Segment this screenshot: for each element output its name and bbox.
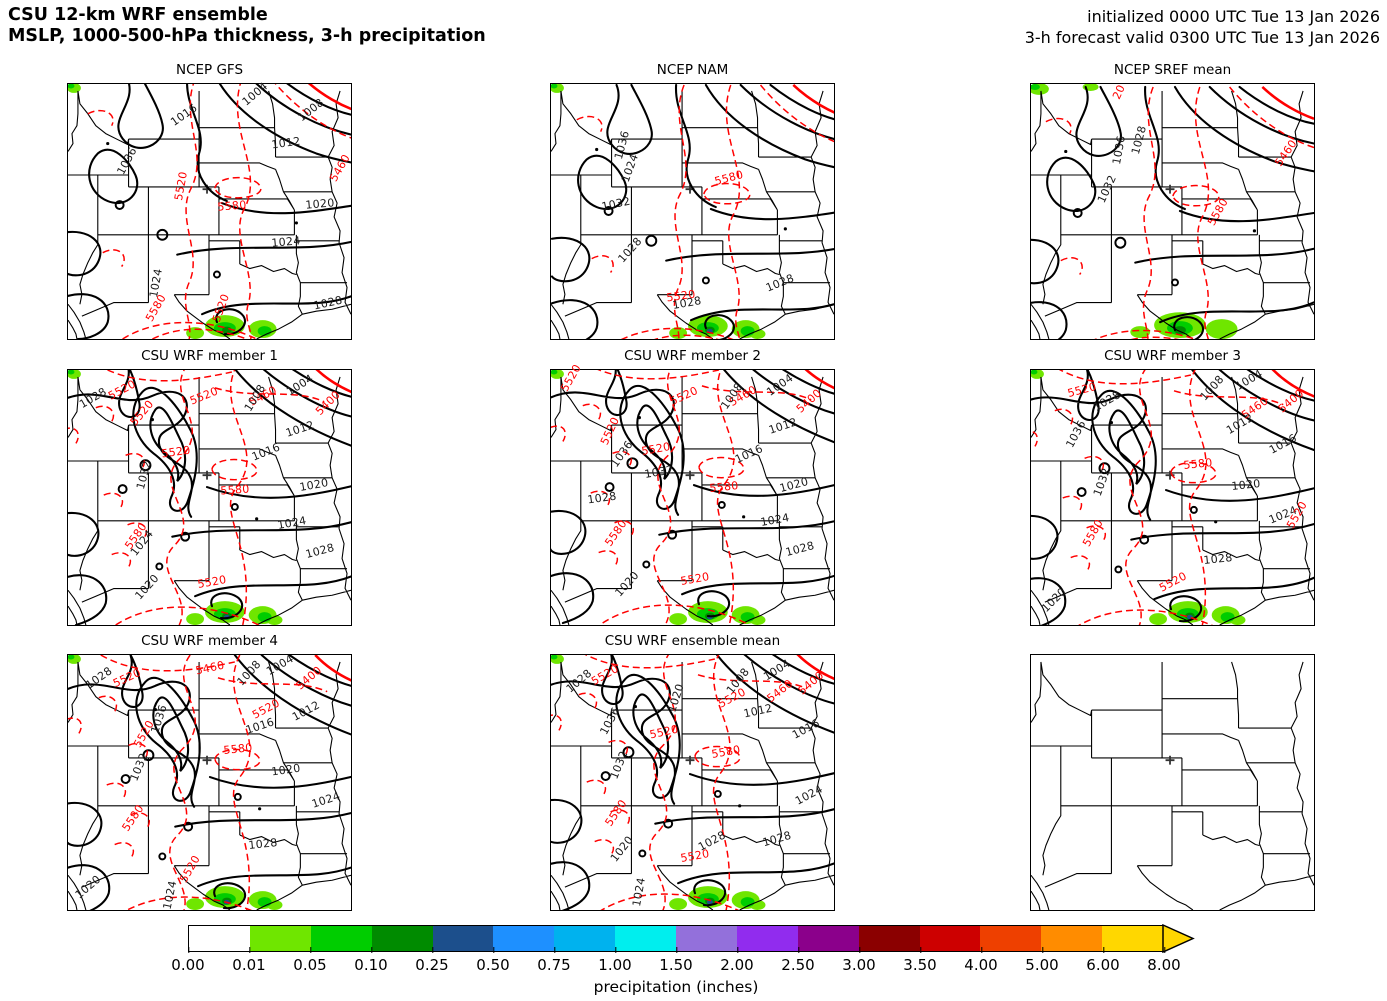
panel-title: NCEP GFS xyxy=(175,62,244,78)
title-line-2: MSLP, 1000-500-hPa thickness, 3-h precip… xyxy=(8,26,486,46)
title-line-1: CSU 12-km WRF ensemble xyxy=(8,5,268,25)
panel-wrf-member-3: CSU WRF member 3 5520 1028 1008 1004 5400 546… xyxy=(1030,345,1315,626)
weather-map: 5520 1028 1008 1004 5400 5460 1012 1016 1036 1032… xyxy=(1030,367,1315,626)
weather-map: 1028 5520 5520 5520 5460 1004 5400 1008 1012 1016… xyxy=(67,369,352,626)
weather-map: 1016 1004 1008 1012 1036 5520 5460 5580 1020 1024… xyxy=(67,80,353,340)
panel-wrf-member-1: CSU WRF member 1 1028 5520 5520 5520 5460 100… xyxy=(67,345,352,626)
panel-title: CSU WRF member 3 xyxy=(1104,348,1241,364)
panel-title: CSU WRF member 4 xyxy=(141,633,278,649)
colorbar-tick-labels: 0.00 0.01 0.05 0.10 0.25 0.50 0.75 1.00 1.50 2.00… xyxy=(171,947,1181,974)
panel-ncep-sref-mean: NCEP SREF mean 20 1028 1036 1032 5580 5460 xyxy=(1030,59,1315,340)
weather-map: 5520 5520 5460 1004 5400 1008 5520 1012 1016 5520… xyxy=(550,362,835,626)
weather-map: 1028 5520 1020 1008 1004 5400 5460 5520 1012 1016… xyxy=(550,654,835,911)
colorbar-segments xyxy=(188,925,1164,952)
weather-map: 1028 5520 5460 1008 1004 5400 5520 1012 1016 1036… xyxy=(67,652,352,911)
panel-title: CSU WRF member 1 xyxy=(141,348,278,364)
panel-title: NCEP NAM xyxy=(656,62,729,78)
init-line: initialized 0000 UTC Tue 13 Jan 2026 xyxy=(1087,7,1380,26)
colorbar-axis-label: precipitation (inches) xyxy=(593,978,759,996)
weather-map: 20 1028 1036 1032 5580 5460 xyxy=(1030,82,1315,340)
panel-ncep-nam: NCEP NAM 1036 5580 1032 1028 5520 1028 1028 102… xyxy=(550,59,835,340)
panel-ncep-gfs: NCEP GFS 1016 1004 1008 1012 1036 5520 5460 558… xyxy=(67,59,353,340)
colorbar-extend-arrow xyxy=(1162,924,1195,953)
base-map xyxy=(1030,654,1315,911)
panel-wrf-member-4: CSU WRF member 4 1028 5520 5460 1008 1004 540… xyxy=(67,630,352,911)
weather-map: 1036 5580 1032 1028 5520 1028 1028 1024 xyxy=(550,83,835,340)
panel-title: CSU WRF ensemble mean xyxy=(604,633,781,649)
panel-wrf-ensemble-mean: CSU WRF ensemble mean 1028 5520 1020 1008 10… xyxy=(550,630,835,911)
panel-title: NCEP SREF mean xyxy=(1113,62,1232,78)
figure-title: CSU 12-km WRF ensemble MSLP, 1000-500-hPa… xyxy=(8,5,486,47)
valid-line: 3-h forecast valid 0300 UTC Tue 13 Jan 2… xyxy=(1024,28,1380,47)
precip-colorbar xyxy=(188,924,1195,953)
panel-wrf-member-2: CSU WRF member 2 5520 5520 5460 1004 5400 100… xyxy=(550,345,835,626)
panel-blank-basemap xyxy=(1030,630,1315,911)
panel-title: CSU WRF member 2 xyxy=(624,348,761,364)
panel-title xyxy=(1030,630,1315,654)
init-valid-text: initialized 0000 UTC Tue 13 Jan 2026 3-h … xyxy=(1025,6,1380,48)
